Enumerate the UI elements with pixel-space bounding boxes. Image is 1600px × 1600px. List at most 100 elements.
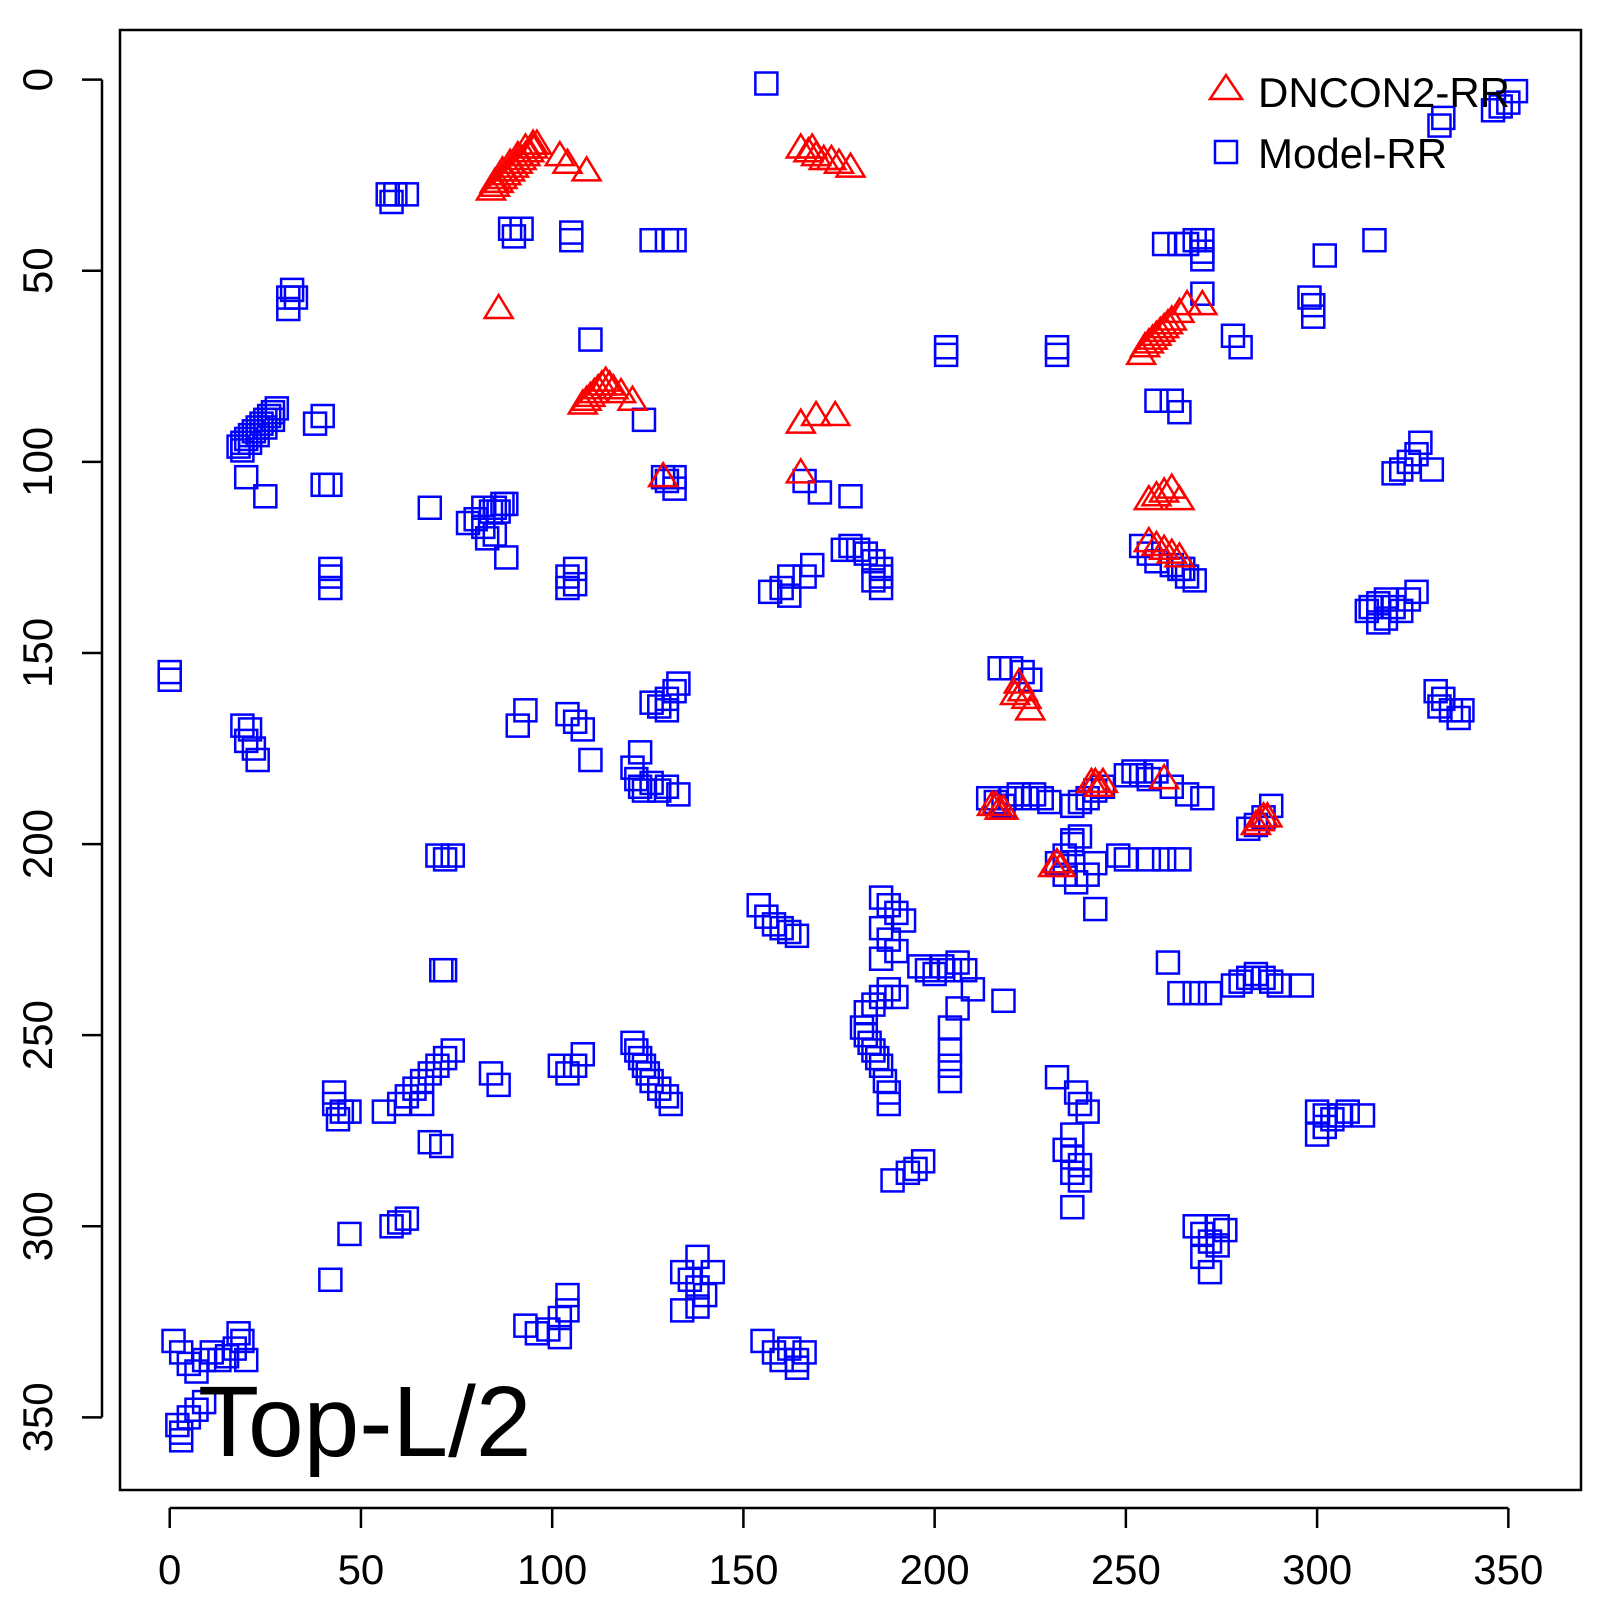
dncon2-rr-point bbox=[1082, 770, 1116, 798]
model-rr-point bbox=[1496, 90, 1521, 115]
dncon2-rr-point bbox=[1243, 804, 1276, 832]
model-rr-point bbox=[555, 1298, 580, 1323]
dncon2-rr-point bbox=[818, 399, 852, 427]
model-rr-point bbox=[1190, 1244, 1215, 1270]
model-rr-point bbox=[1297, 285, 1322, 310]
model-rr-point bbox=[838, 533, 863, 559]
y-axis: 0 50 100 150 200 250 300 350 bbox=[14, 68, 104, 1452]
model-rr-markers bbox=[157, 71, 1529, 1453]
dncon2-rr-point bbox=[792, 135, 825, 163]
model-rr-point bbox=[1083, 896, 1108, 922]
model-rr-point bbox=[1067, 1168, 1093, 1193]
model-rr-point bbox=[945, 996, 970, 1021]
model-rr-point bbox=[784, 923, 810, 949]
model-rr-point bbox=[379, 1214, 404, 1239]
y-tick-label: 200 bbox=[14, 809, 61, 879]
model-rr-point bbox=[226, 1321, 251, 1346]
model-rr-point bbox=[505, 713, 531, 738]
model-rr-point bbox=[769, 915, 794, 941]
model-rr-point bbox=[910, 1149, 936, 1174]
model-rr-point bbox=[937, 1038, 963, 1063]
model-rr-point bbox=[1060, 1160, 1085, 1186]
model-rr-point bbox=[494, 545, 519, 570]
model-rr-point bbox=[1128, 533, 1154, 559]
model-rr-point bbox=[937, 1068, 963, 1094]
model-rr-point bbox=[647, 694, 672, 719]
model-rr-point bbox=[1136, 847, 1162, 872]
model-rr-point bbox=[884, 938, 909, 964]
model-rr-point bbox=[1228, 334, 1253, 360]
model-rr-point bbox=[1350, 1103, 1376, 1128]
model-rr-point bbox=[1320, 1107, 1345, 1132]
dncon2-rr-point bbox=[1140, 529, 1173, 557]
y-tick-label: 150 bbox=[14, 618, 61, 688]
model-rr-point bbox=[669, 1298, 695, 1323]
dncon2-rr-point bbox=[1186, 288, 1219, 316]
model-rr-point bbox=[429, 1133, 454, 1159]
dncon2-rr-point bbox=[1132, 525, 1166, 553]
model-rr-point bbox=[1366, 610, 1391, 635]
model-rr-point bbox=[868, 885, 894, 910]
model-rr-point bbox=[253, 415, 278, 440]
model-rr-point bbox=[417, 495, 443, 520]
model-rr-point bbox=[807, 480, 833, 505]
dncon2-rr-point bbox=[784, 407, 818, 434]
model-rr-point bbox=[394, 1084, 420, 1109]
model-rr-point bbox=[700, 1259, 726, 1285]
model-rr-point bbox=[884, 900, 909, 926]
dncon2-rr-point bbox=[1251, 800, 1284, 828]
dncon2-rr-point bbox=[1147, 533, 1181, 561]
dncon2-rr-point bbox=[1163, 541, 1196, 568]
dncon2-rr-point bbox=[799, 399, 833, 427]
model-rr-point bbox=[1289, 973, 1315, 998]
model-rr-point bbox=[1427, 113, 1452, 138]
model-rr-point bbox=[868, 575, 894, 601]
model-rr-point bbox=[784, 1355, 810, 1380]
model-rr-point bbox=[386, 1210, 412, 1235]
model-rr-point bbox=[260, 407, 286, 433]
model-rr-point bbox=[440, 843, 465, 868]
dncon2-rr-point bbox=[1014, 693, 1047, 721]
dncon2-rr-point bbox=[551, 147, 584, 175]
model-rr-point bbox=[513, 698, 538, 723]
dncon2-rr-point bbox=[509, 132, 542, 159]
dncon2-rr-point bbox=[1147, 476, 1181, 503]
dncon2-rr-point bbox=[597, 372, 630, 400]
model-rr-point bbox=[1060, 1194, 1085, 1220]
legend-label-dncon2-rr: DNCON2-RR bbox=[1258, 69, 1510, 116]
dncon2-rr-point bbox=[589, 365, 622, 392]
model-rr-point bbox=[432, 1045, 458, 1071]
model-rr-point bbox=[861, 1038, 886, 1063]
model-rr-point bbox=[1362, 227, 1387, 253]
model-rr-point bbox=[1167, 399, 1192, 425]
model-rr-point bbox=[394, 182, 420, 207]
model-rr-point bbox=[570, 717, 596, 742]
x-tick-label: 200 bbox=[900, 1546, 970, 1593]
model-rr-point bbox=[1067, 1091, 1093, 1117]
model-rr-point bbox=[880, 1168, 905, 1193]
model-rr-point bbox=[321, 1091, 347, 1117]
model-rr-point bbox=[276, 296, 301, 322]
model-rr-point bbox=[578, 747, 603, 773]
model-rr-point bbox=[233, 464, 259, 490]
dncon2-rr-point bbox=[616, 384, 649, 411]
model-rr-point bbox=[455, 510, 481, 536]
model-rr-point bbox=[237, 430, 263, 456]
model-rr-point bbox=[318, 575, 343, 601]
model-rr-point bbox=[631, 1053, 657, 1079]
panel-title: Top-L/2 bbox=[198, 1366, 532, 1478]
dncon2-rr-point bbox=[815, 143, 848, 171]
model-rr-point bbox=[547, 1324, 573, 1350]
model-rr-point bbox=[1174, 231, 1200, 257]
dncon2-rr-point bbox=[486, 155, 519, 182]
model-rr-point bbox=[578, 327, 603, 352]
model-rr-point bbox=[662, 678, 687, 704]
model-rr-point bbox=[1381, 461, 1406, 486]
model-rr-point bbox=[1335, 1099, 1360, 1124]
model-rr-point bbox=[425, 843, 450, 868]
model-rr-point bbox=[501, 224, 527, 249]
model-rr-point bbox=[1167, 980, 1192, 1006]
model-rr-point bbox=[861, 568, 886, 593]
model-rr-point bbox=[1105, 843, 1131, 868]
model-rr-point bbox=[555, 1282, 580, 1308]
